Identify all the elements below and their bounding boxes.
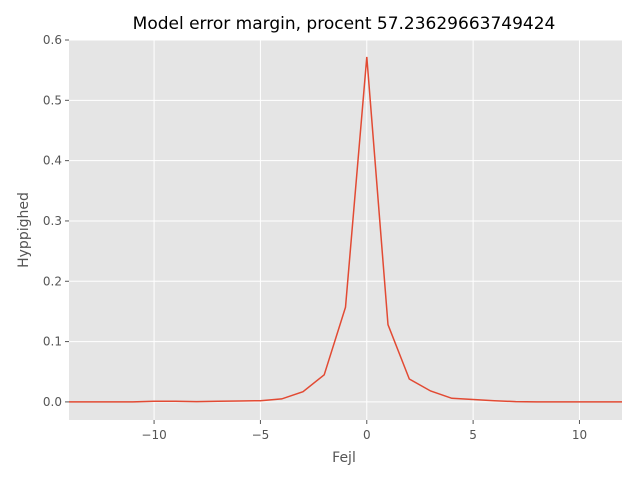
- y-tick-label: 0.1: [43, 335, 62, 349]
- y-axis-label: Hyppighed: [16, 192, 32, 268]
- x-tick-label: 0: [363, 428, 371, 442]
- axis-ticks: −10 −5 0 5 10 0.0 0.1 0.2 0.3 0.4 0.5 0.6: [43, 33, 587, 442]
- x-tick-label: −10: [141, 428, 166, 442]
- x-tick-label: 10: [572, 428, 587, 442]
- x-tick-label: 5: [469, 428, 477, 442]
- y-tick-label: 0.3: [43, 214, 62, 228]
- y-tick-label: 0.2: [43, 274, 62, 288]
- y-tick-label: 0.5: [43, 93, 62, 107]
- series-line: [69, 56, 622, 403]
- chart-title: Model error margin, procent 57.236296637…: [133, 14, 556, 34]
- y-tick-label: 0.4: [43, 154, 62, 168]
- y-tick-label: 0.6: [43, 33, 62, 47]
- y-tick-label: 0.0: [43, 395, 62, 409]
- x-axis-label: Fejl: [332, 450, 356, 466]
- x-tick-label: −5: [252, 428, 270, 442]
- plot-area: [69, 40, 622, 420]
